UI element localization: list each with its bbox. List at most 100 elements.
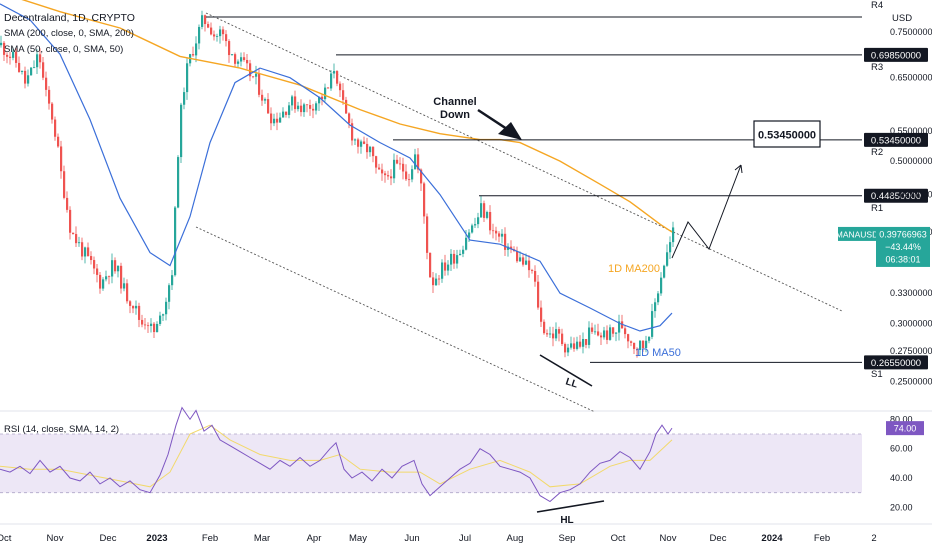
candle: [609, 324, 612, 341]
candle: [210, 22, 213, 36]
candle: [615, 332, 618, 342]
candle: [591, 322, 594, 334]
ll-line: [539, 354, 593, 387]
candle: [144, 317, 147, 330]
candle: [261, 89, 264, 106]
candle: [429, 252, 432, 278]
candle: [120, 262, 123, 294]
candle: [168, 283, 171, 310]
time-tick-label: Jun: [404, 533, 419, 544]
rsi-layer: RSI (14, close, SMA, 14, 2): [0, 406, 862, 503]
candle: [36, 49, 39, 75]
candle: [228, 39, 231, 63]
candle: [435, 273, 438, 286]
candle: [495, 226, 498, 241]
ma-layer: 1D MA200 1D MA50: [0, 0, 681, 359]
time-tick-label: Feb: [814, 533, 830, 544]
time-tick-label: Jul: [459, 533, 471, 544]
level-r2-badge: 0.53450000: [864, 132, 928, 147]
candle: [489, 205, 492, 235]
candle: [66, 191, 69, 213]
candle: [516, 246, 519, 263]
candle: [99, 272, 102, 294]
candle: [81, 237, 84, 261]
candle: [354, 138, 357, 146]
ma50-label: 1D MA50: [635, 347, 681, 359]
candle: [333, 63, 336, 79]
candle: [543, 319, 546, 335]
candle: [84, 246, 87, 264]
candle: [96, 264, 99, 283]
candle: [432, 271, 435, 294]
time-tick-label: Sep: [559, 533, 576, 544]
candle: [255, 65, 258, 85]
candle: [366, 137, 369, 159]
candle: [579, 335, 582, 349]
candle: [606, 325, 609, 345]
time-tick-label: May: [349, 533, 367, 544]
last-price-symbol: MANAUSD: [836, 229, 879, 239]
candle: [192, 46, 195, 57]
candle: [450, 249, 453, 271]
candle: [336, 70, 339, 87]
candle: [264, 97, 267, 104]
candle: [567, 343, 570, 357]
level-r1-name: R1: [871, 203, 883, 214]
time-tick-label: Mar: [254, 533, 270, 544]
candle: [30, 67, 33, 76]
candle: [624, 325, 627, 339]
candle: [21, 70, 24, 75]
candle: [639, 340, 642, 357]
candle: [504, 227, 507, 256]
channel-lower: [195, 226, 596, 413]
time-tick-label: Oct: [0, 533, 12, 544]
candle: [411, 165, 414, 183]
price-tick-label: 0.75000000: [890, 27, 932, 37]
candle: [480, 195, 483, 218]
candle: [408, 173, 411, 187]
candle: [123, 277, 126, 292]
candle: [195, 36, 198, 63]
candle: [201, 10, 204, 30]
candle: [312, 103, 315, 119]
candle: [612, 327, 615, 338]
candle: [663, 264, 666, 279]
candle: [672, 221, 675, 248]
candle: [234, 52, 237, 68]
candle: [306, 104, 309, 113]
price-axis-unit: USD: [892, 13, 912, 24]
candle: [108, 275, 111, 285]
candle: [102, 277, 105, 291]
candle: [183, 87, 186, 110]
svg-text:0.26550000: 0.26550000: [871, 358, 921, 369]
candle: [276, 112, 279, 131]
candle: [474, 217, 477, 228]
candle: [54, 116, 57, 141]
grid-layer: [0, 410, 932, 525]
candle: [549, 326, 552, 338]
sma200-legend: SMA (200, close, 0, SMA, 200): [4, 28, 134, 39]
ma200-label: 1D MA200: [608, 263, 660, 275]
candle: [93, 256, 96, 275]
candle: [177, 155, 180, 209]
candle: [39, 48, 42, 69]
candle: [447, 260, 450, 276]
candle: [351, 118, 354, 146]
last-price-info: 06:38:01: [885, 254, 920, 264]
time-tick-label: Dec: [100, 533, 117, 544]
candle: [147, 322, 150, 334]
candle: [348, 112, 351, 129]
candle: [27, 69, 30, 87]
candle: [417, 148, 420, 174]
candle: [459, 249, 462, 256]
candle: [231, 54, 234, 56]
candle: [345, 96, 348, 115]
candle: [462, 245, 465, 258]
candle: [618, 314, 621, 341]
level-labels: R4 R3 R2 R1 S1: [871, 0, 883, 380]
candle: [369, 145, 372, 157]
candle: [330, 70, 333, 91]
